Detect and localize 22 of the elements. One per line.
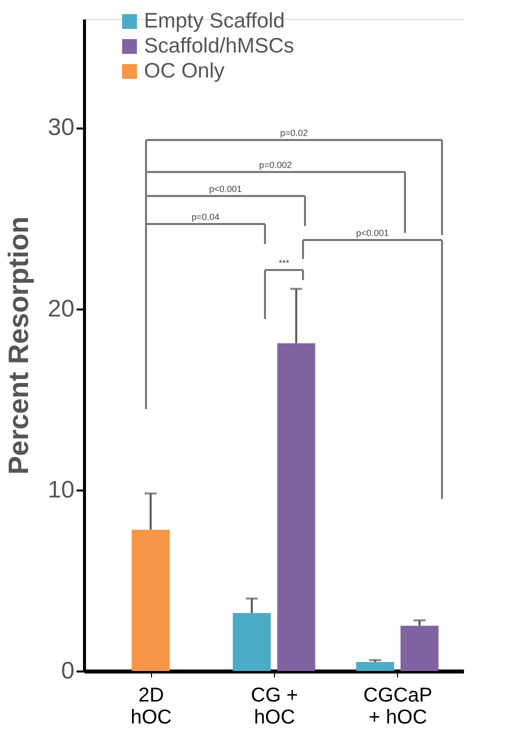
y-tick-label: 0 [61,658,74,684]
legend-label: OC Only [144,60,226,82]
y-tick-label: 30 [48,114,74,142]
annotation: *** [278,258,290,268]
x-tick-label: CGCaP + hOC [363,684,432,728]
legend-label: Scaffold/hMSCs [144,34,294,58]
y-tick-label: 20 [48,295,74,322]
bar [356,662,394,671]
annotation: p=0.04 [192,212,220,222]
annotation: p<0.001 [209,184,242,194]
y-axis-title: Percent Resorption [2,216,34,475]
bar [277,343,316,671]
annotation: p<0.001 [356,228,389,238]
annotation: p=0.02 [280,128,308,138]
legend-label: Empty Scaffold [144,10,285,32]
y-tick-label: 10 [48,476,74,504]
x-tick-label: 2D hOC [130,684,172,728]
annotation: p=0.002 [259,160,292,170]
bar [400,626,439,671]
bar [232,613,271,671]
x-tick-label: CG + hOC [250,684,298,728]
bar [132,530,170,671]
